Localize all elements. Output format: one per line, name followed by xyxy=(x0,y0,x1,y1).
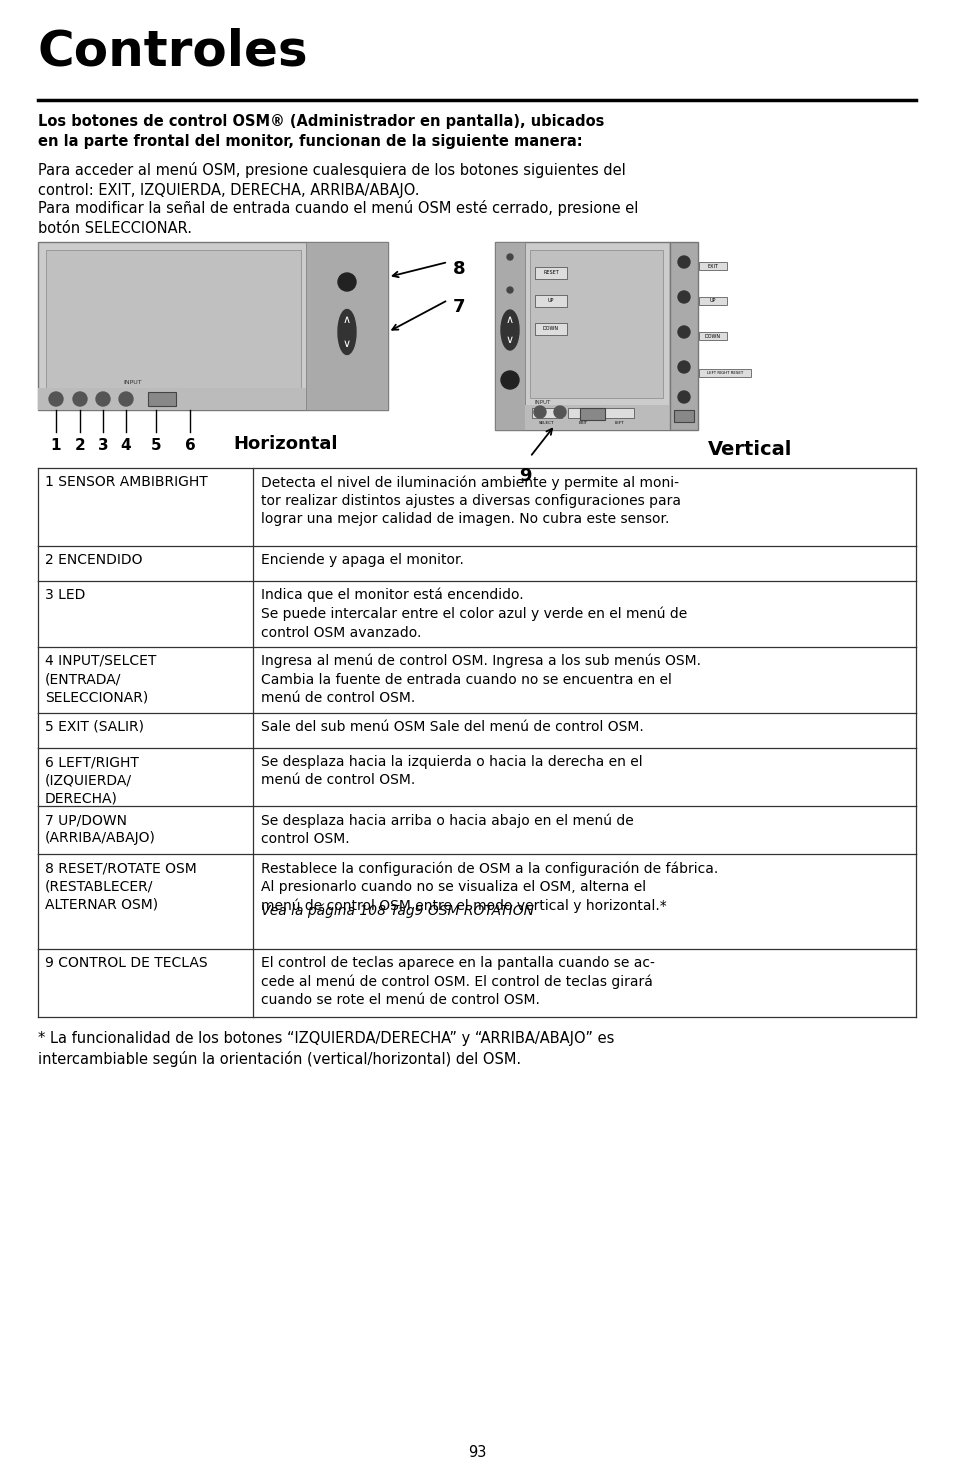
Text: 4: 4 xyxy=(121,438,132,453)
Text: EXIT: EXIT xyxy=(707,264,718,268)
Bar xyxy=(38,242,388,410)
Text: INPUT: INPUT xyxy=(124,381,142,385)
Text: 3 LED: 3 LED xyxy=(45,589,85,602)
Bar xyxy=(579,409,604,420)
Text: DOWN: DOWN xyxy=(542,326,558,332)
Bar xyxy=(524,406,669,431)
Text: LEFT RIGHT RESET: LEFT RIGHT RESET xyxy=(706,372,742,375)
Text: 1: 1 xyxy=(51,438,61,453)
Circle shape xyxy=(678,326,689,338)
Text: Sale del sub menú OSM Sale del menú de control OSM.: Sale del sub menú OSM Sale del menú de c… xyxy=(261,720,643,735)
Text: 6 LEFT/RIGHT
(IZQUIERDA/
DERECHA): 6 LEFT/RIGHT (IZQUIERDA/ DERECHA) xyxy=(45,755,139,805)
Text: Para acceder al menú OSM, presione cualesquiera de los botones siguientes del
co: Para acceder al menú OSM, presione cuale… xyxy=(38,162,625,198)
Circle shape xyxy=(73,392,87,406)
Circle shape xyxy=(678,361,689,373)
Bar xyxy=(306,242,388,410)
Text: Los botones de control OSM® (Administrador en pantalla), ubicados
en la parte fr: Los botones de control OSM® (Administrad… xyxy=(38,114,604,149)
Circle shape xyxy=(678,257,689,268)
Text: 4 INPUT/SELCET
(ENTRADA/
SELECCIONAR): 4 INPUT/SELCET (ENTRADA/ SELECCIONAR) xyxy=(45,653,156,705)
Text: * La funcionalidad de los botones “IZQUIERDA/DERECHA” y “ARRIBA/ABAJO” es
interc: * La funcionalidad de los botones “IZQUI… xyxy=(38,1031,614,1068)
Bar xyxy=(535,323,566,335)
Circle shape xyxy=(506,288,513,294)
Text: Horizontal: Horizontal xyxy=(233,435,337,453)
Text: ∧: ∧ xyxy=(505,316,514,324)
Text: 1 SENSOR AMBIBRIGHT: 1 SENSOR AMBIBRIGHT xyxy=(45,475,208,490)
Text: INPUT: INPUT xyxy=(535,400,551,404)
Text: 5 EXIT (SALIR): 5 EXIT (SALIR) xyxy=(45,720,144,735)
Text: Vertical: Vertical xyxy=(707,440,792,459)
Ellipse shape xyxy=(500,310,518,350)
Text: 7 UP/DOWN
(ARRIBA/ABAJO): 7 UP/DOWN (ARRIBA/ABAJO) xyxy=(45,813,155,845)
Text: 5: 5 xyxy=(151,438,161,453)
Bar xyxy=(669,242,698,431)
Text: Se desplaza hacia arriba o hacia abajo en el menú de
control OSM.: Se desplaza hacia arriba o hacia abajo e… xyxy=(261,813,633,845)
Text: Para modificar la señal de entrada cuando el menú OSM esté cerrado, presione el
: Para modificar la señal de entrada cuand… xyxy=(38,201,638,236)
Bar xyxy=(532,409,561,417)
Bar xyxy=(535,267,566,279)
Bar xyxy=(495,242,524,431)
Circle shape xyxy=(119,392,132,406)
Bar xyxy=(603,409,634,417)
Text: 8: 8 xyxy=(453,260,465,277)
Bar xyxy=(673,410,693,422)
Text: SELECT: SELECT xyxy=(538,420,554,425)
Bar xyxy=(699,332,726,341)
Bar xyxy=(148,392,175,406)
Text: 2: 2 xyxy=(74,438,85,453)
Text: RESET: RESET xyxy=(542,270,558,276)
Circle shape xyxy=(678,291,689,302)
Text: Controles: Controles xyxy=(38,28,309,77)
Text: Detecta el nivel de iluminación ambiente y permite al moni-
tor realizar distint: Detecta el nivel de iluminación ambiente… xyxy=(261,475,680,527)
Circle shape xyxy=(96,392,110,406)
Text: 8 RESET/ROTATE OSM
(RESTABLECER/
ALTERNAR OSM): 8 RESET/ROTATE OSM (RESTABLECER/ ALTERNA… xyxy=(45,861,196,912)
Text: 93: 93 xyxy=(467,1446,486,1460)
Text: UP: UP xyxy=(547,298,554,304)
Text: 6: 6 xyxy=(185,438,195,453)
Bar xyxy=(495,242,669,431)
Circle shape xyxy=(534,406,545,417)
Text: 7: 7 xyxy=(453,298,465,316)
Text: Ingresa al menú de control OSM. Ingresa a los sub menús OSM.
Cambia la fuente de: Ingresa al menú de control OSM. Ingresa … xyxy=(261,653,700,705)
Bar xyxy=(699,369,750,378)
Text: 9 CONTROL DE TECLAS: 9 CONTROL DE TECLAS xyxy=(45,956,208,971)
Text: 2 ENCENDIDO: 2 ENCENDIDO xyxy=(45,553,142,566)
Text: Se desplaza hacia la izquierda o hacia la derecha en el
menú de control OSM.: Se desplaza hacia la izquierda o hacia l… xyxy=(261,755,642,788)
Text: LEFT: LEFT xyxy=(614,420,623,425)
Circle shape xyxy=(500,372,518,389)
Circle shape xyxy=(49,392,63,406)
Text: 9: 9 xyxy=(518,468,531,485)
Ellipse shape xyxy=(337,310,355,354)
Text: Restablece la configuración de OSM a la configuración de fábrica.
Al presionarlo: Restablece la configuración de OSM a la … xyxy=(261,861,718,913)
Bar xyxy=(530,249,662,398)
Bar xyxy=(46,249,301,398)
Bar xyxy=(38,388,306,410)
Text: Vea la página 108 Tag9 OSM ROTATION: Vea la página 108 Tag9 OSM ROTATION xyxy=(261,903,534,917)
Bar xyxy=(699,263,726,270)
Text: ∨: ∨ xyxy=(505,335,514,345)
Circle shape xyxy=(554,406,565,417)
Text: ∧: ∧ xyxy=(342,316,351,324)
Text: UP: UP xyxy=(709,298,716,304)
Text: EXIT: EXIT xyxy=(578,420,587,425)
Text: Enciende y apaga el monitor.: Enciende y apaga el monitor. xyxy=(261,553,463,566)
Bar xyxy=(535,295,566,307)
Text: El control de teclas aparece en la pantalla cuando se ac-
cede al menú de contro: El control de teclas aparece en la panta… xyxy=(261,956,654,1007)
Bar xyxy=(567,409,598,417)
Text: 3: 3 xyxy=(97,438,109,453)
Circle shape xyxy=(506,254,513,260)
Circle shape xyxy=(337,273,355,291)
Text: ∨: ∨ xyxy=(342,339,351,350)
Text: DOWN: DOWN xyxy=(704,333,720,338)
Text: Indica que el monitor está encendido.
Se puede intercalar entre el color azul y : Indica que el monitor está encendido. Se… xyxy=(261,589,686,640)
Circle shape xyxy=(678,391,689,403)
Bar xyxy=(699,296,726,305)
